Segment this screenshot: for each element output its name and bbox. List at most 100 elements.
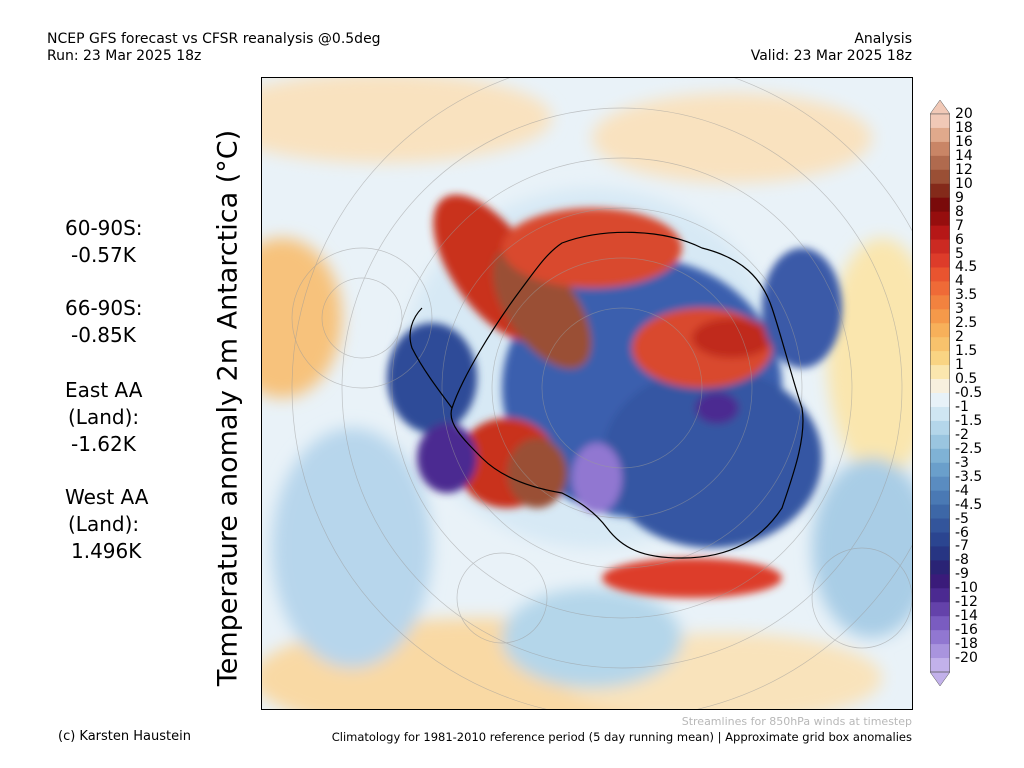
colorbar-tick-label: -7 bbox=[955, 538, 969, 555]
colorbar-swatch bbox=[930, 267, 950, 282]
colorbar-swatch bbox=[930, 448, 950, 464]
colorbar-min-arrow bbox=[930, 671, 950, 686]
colorbar-tick-label: 7 bbox=[955, 217, 964, 234]
colorbar-swatch bbox=[930, 114, 950, 129]
colorbar-swatch bbox=[930, 169, 950, 185]
colorbar-swatch bbox=[930, 211, 950, 227]
colorbar-tick-label: 6 bbox=[955, 231, 964, 248]
colorbar-tick-label: -4.5 bbox=[955, 496, 983, 513]
colorbar-tick-label: 3.5 bbox=[955, 287, 978, 304]
colorbar-tick-label: 12 bbox=[955, 161, 973, 178]
stat-west-aa: West AA (Land): 1.496K bbox=[65, 484, 148, 565]
colorbar-swatch bbox=[930, 476, 950, 492]
colorbar-swatch bbox=[930, 490, 950, 506]
anomaly-map bbox=[261, 77, 913, 710]
colorbar-tick-label: -2 bbox=[955, 426, 969, 443]
colorbar-swatch bbox=[930, 253, 950, 268]
mode-label: Analysis bbox=[854, 31, 912, 47]
colorbar-tick-label: -9 bbox=[955, 566, 969, 583]
colorbar-swatch bbox=[930, 574, 950, 589]
streamlines bbox=[291, 78, 912, 709]
copyright-credit: (c) Karsten Haustein bbox=[58, 729, 191, 744]
colorbar-swatch bbox=[930, 155, 950, 171]
colorbar-swatch bbox=[930, 504, 950, 520]
colorbar-swatch bbox=[930, 420, 950, 436]
colorbar-tick-label: 16 bbox=[955, 133, 973, 150]
colorbar-swatch bbox=[930, 351, 950, 366]
colorbar-swatch bbox=[930, 602, 950, 617]
colorbar-swatch bbox=[930, 546, 950, 561]
colorbar bbox=[930, 100, 950, 686]
colorbar-swatch bbox=[930, 393, 950, 408]
anomaly-map-canvas bbox=[262, 78, 912, 709]
colorbar-swatch bbox=[930, 462, 950, 478]
colorbar-tick-label: 4.5 bbox=[955, 259, 978, 276]
climatology-note: Climatology for 1981-2010 reference peri… bbox=[331, 730, 912, 744]
stat-label: West AA bbox=[65, 485, 149, 509]
colorbar-tick-label: -4 bbox=[955, 482, 969, 499]
stat-value: -0.57K bbox=[71, 243, 136, 267]
stat-label: 66-90S: bbox=[65, 296, 143, 320]
colorbar-swatch bbox=[930, 434, 950, 450]
colorbar-tick-label: -1.5 bbox=[955, 412, 983, 429]
stat-label: East AA bbox=[65, 378, 143, 402]
colorbar-tick-label: 20 bbox=[955, 106, 973, 122]
colorbar-tick-label: 10 bbox=[955, 175, 973, 192]
title-line-2: Run: 23 Mar 2025 18z bbox=[47, 48, 202, 64]
vertical-axis-label: Temperature anomaly 2m Antarctica (°C) bbox=[212, 129, 244, 687]
colorbar-border bbox=[930, 113, 950, 673]
title-line-1: NCEP GFS forecast vs CFSR reanalysis @0.… bbox=[47, 31, 381, 47]
colorbar-tick-label: -20 bbox=[955, 650, 978, 667]
colorbar-tick-label: 2 bbox=[955, 329, 964, 346]
colorbar-tick-label: -8 bbox=[955, 552, 969, 569]
colorbar-swatch bbox=[930, 644, 950, 659]
colorbar-tick-label: -14 bbox=[955, 608, 978, 625]
stat-east-aa: East AA (Land): -1.62K bbox=[65, 377, 142, 458]
colorbar-tick-label: 14 bbox=[955, 147, 973, 164]
colorbar-swatch bbox=[930, 141, 950, 157]
colorbar-tick-label: -3 bbox=[955, 454, 969, 471]
stat-value: -1.62K bbox=[71, 432, 136, 456]
stat-label: 60-90S: bbox=[65, 216, 143, 240]
colorbar-swatch bbox=[930, 588, 950, 603]
colorbar-swatch bbox=[930, 616, 950, 631]
colorbar-tick-label: -5 bbox=[955, 510, 969, 527]
colorbar-tick-label: 8 bbox=[955, 203, 964, 220]
colorbar-tick-label: 9 bbox=[955, 189, 964, 206]
colorbar-swatch bbox=[930, 406, 950, 422]
colorbar-swatch bbox=[930, 560, 950, 575]
coastline bbox=[409, 231, 804, 559]
colorbar-swatch bbox=[930, 183, 950, 199]
colorbar-tick-label: 1.5 bbox=[955, 343, 978, 360]
colorbar-tick-label: 3 bbox=[955, 301, 964, 318]
colorbar-tick-label: -3.5 bbox=[955, 468, 983, 485]
colorbar-tick-label: 5 bbox=[955, 245, 964, 262]
colorbar-tick-label: -6 bbox=[955, 524, 969, 541]
colorbar-swatch bbox=[930, 630, 950, 645]
colorbar-swatch bbox=[930, 518, 950, 533]
anomaly-field-antarctica bbox=[387, 194, 842, 598]
colorbar-tick-label: 4 bbox=[955, 273, 964, 290]
stat-value: -0.85K bbox=[71, 323, 136, 347]
colorbar-swatch bbox=[930, 127, 950, 143]
colorbar-tick-label: -2.5 bbox=[955, 440, 983, 457]
colorbar-swatch bbox=[930, 658, 950, 673]
colorbar-swatch bbox=[930, 337, 950, 352]
colorbar-swatch bbox=[930, 281, 950, 296]
colorbar-tick-label: -0.5 bbox=[955, 385, 983, 401]
streamlines-note: Streamlines for 850hPa winds at timestep bbox=[681, 715, 912, 728]
colorbar-max-arrow bbox=[930, 100, 950, 115]
valid-time: Valid: 23 Mar 2025 18z bbox=[750, 48, 912, 64]
stat-label-2: (Land): bbox=[68, 405, 140, 429]
colorbar-tick-label: -1 bbox=[955, 398, 969, 415]
colorbar-tick-label: -16 bbox=[955, 622, 978, 639]
colorbar-swatch bbox=[930, 197, 950, 213]
stat-66-90s: 66-90S: -0.85K bbox=[65, 295, 143, 349]
stat-label-2: (Land): bbox=[68, 512, 140, 536]
colorbar-swatch bbox=[930, 365, 950, 380]
colorbar-swatch bbox=[930, 225, 950, 241]
colorbar-tick-label: -10 bbox=[955, 580, 978, 597]
colorbar-swatch bbox=[930, 309, 950, 324]
colorbar-tick-label: -12 bbox=[955, 594, 978, 611]
colorbar-tick-label: -18 bbox=[955, 636, 978, 653]
